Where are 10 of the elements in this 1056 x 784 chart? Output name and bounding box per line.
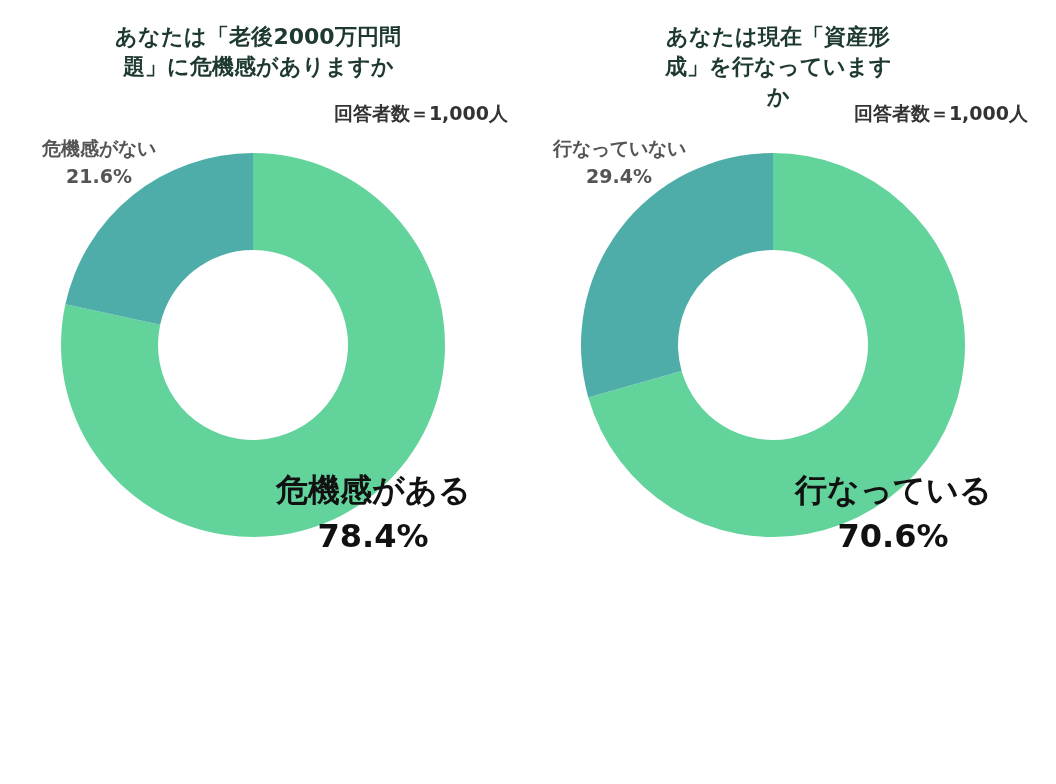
slice-label: 行なっていない (551, 137, 686, 159)
slice-label: 危機感がない (41, 137, 156, 159)
data-label: 70.6% (837, 517, 949, 555)
text: 回答者数＝1,000人 (333, 101, 509, 124)
slice-label: 行なっている (793, 471, 992, 509)
data-label: 21.6% (66, 165, 132, 187)
chart-title: あなたは「老後2000万円問題」に危機感がありますか (115, 23, 401, 79)
slice-label: 危機感がある (274, 471, 471, 509)
data-label: 78.4% (317, 517, 429, 555)
data-label: 29.4% (586, 165, 652, 187)
